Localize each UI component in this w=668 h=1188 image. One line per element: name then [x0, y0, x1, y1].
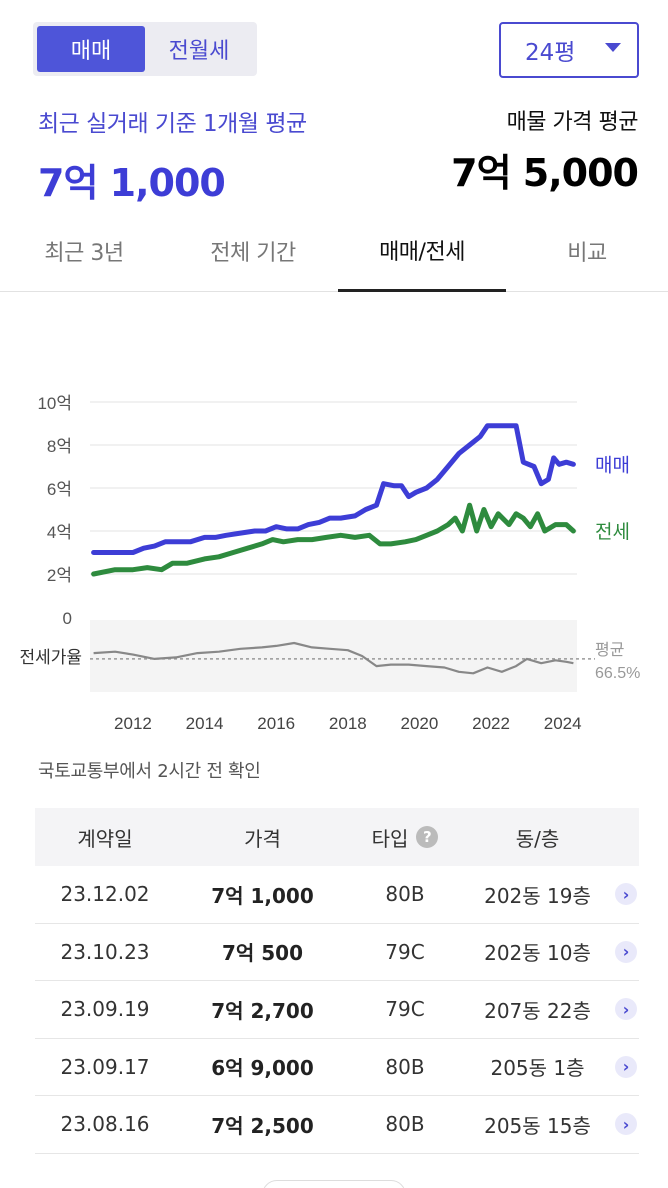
row-date: 23.09.19	[60, 997, 150, 1022]
sale-price-line	[91, 423, 576, 555]
ratio-band	[90, 620, 577, 692]
row-date: 23.10.23	[60, 939, 150, 964]
row-price: 7억 2,500	[211, 1113, 314, 1138]
row-type: 80B	[385, 1054, 425, 1079]
header-unit: 동/층	[515, 826, 560, 851]
recent-average-value: 7억 1,000	[38, 161, 226, 205]
help-icon[interactable]: ?	[416, 826, 439, 848]
tab-recent-3-years[interactable]: 최근 3년	[44, 241, 124, 266]
chevron-down-icon	[605, 43, 621, 52]
tab-sale-jeonse[interactable]: 매매/전세	[338, 210, 506, 292]
header-price: 가격	[244, 826, 281, 851]
row-price: 7억 1,000	[211, 883, 314, 908]
data-source-text: 국토교통부에서 2시간 전 확인	[38, 761, 261, 782]
row-price: 7억 500	[221, 941, 304, 966]
row-date: 23.08.16	[60, 1112, 150, 1137]
deal-type-toggle: 매매 전월세	[33, 22, 257, 76]
row-unit: 205동 15층	[484, 1113, 591, 1138]
row-type: 80B	[385, 1112, 425, 1137]
chevron-right-icon[interactable]: ›	[615, 940, 637, 963]
header-date: 계약일	[77, 826, 133, 851]
jeonse-price-line	[91, 502, 576, 577]
table-row[interactable]: 23.09.17 6억 9,000 80B 205동 1층 ›	[35, 1039, 639, 1096]
x-tick-label: 2014	[186, 714, 224, 733]
y-tick-label: 4억	[47, 523, 72, 542]
y-tick-label: 6억	[47, 480, 72, 499]
row-unit: 207동 22층	[484, 998, 591, 1023]
x-tick-label: 2016	[257, 714, 295, 733]
jeonse-ratio-line	[93, 641, 574, 675]
row-type: 79C	[385, 997, 425, 1022]
transactions-table: 계약일 가격 타입 ? 동/층 23.12.02 7억 1,000 80B 20…	[35, 808, 639, 1154]
size-select-value: 24평	[525, 40, 576, 66]
chevron-right-icon[interactable]: ›	[615, 1113, 637, 1136]
chevron-right-icon[interactable]: ›	[615, 1055, 637, 1078]
row-type: 79C	[385, 939, 425, 964]
more-button[interactable]	[262, 1180, 406, 1188]
row-date: 23.09.17	[60, 1054, 150, 1079]
x-tick-label: 2020	[401, 714, 439, 733]
sale-series-label: 매매	[595, 454, 630, 476]
listing-average-label: 매물 가격 평균	[506, 110, 639, 135]
row-unit: 205동 1층	[490, 1056, 585, 1081]
table-row[interactable]: 23.10.23 7억 500 79C 202동 10층 ›	[35, 924, 639, 981]
y-tick-label: 2억	[47, 566, 72, 585]
header-type-cell: 타입 ?	[350, 823, 460, 852]
row-price: 6억 9,000	[211, 1056, 314, 1081]
y-tick-label: 10억	[37, 394, 72, 413]
row-unit: 202동 10층	[484, 941, 591, 966]
table-header: 계약일 가격 타입 ? 동/층	[35, 808, 639, 866]
x-tick-label: 2012	[114, 714, 152, 733]
row-price: 7억 2,700	[211, 998, 314, 1023]
row-unit: 202동 19층	[484, 883, 591, 908]
header-type: 타입	[371, 826, 409, 851]
average-label: 평균	[595, 641, 624, 659]
row-date: 23.12.02	[60, 882, 150, 907]
average-value-label: 66.5%	[595, 665, 640, 682]
ratio-label: 전세가율	[19, 648, 82, 667]
table-row[interactable]: 23.08.16 7억 2,500 80B 205동 15층 ›	[35, 1096, 639, 1154]
chevron-right-icon[interactable]: ›	[615, 883, 637, 906]
deal-type-rent-option[interactable]: 전월세	[168, 39, 230, 64]
table-row[interactable]: 23.12.02 7억 1,000 80B 202동 19층 ›	[35, 866, 639, 924]
size-select[interactable]: 24평	[499, 22, 639, 78]
recent-average-label: 최근 실거래 기준 1개월 평균	[38, 111, 307, 137]
x-tick-label: 2024	[544, 714, 582, 733]
jeonse-series-label: 전세	[595, 521, 630, 543]
tab-compare[interactable]: 비교	[567, 241, 607, 266]
x-tick-label: 2022	[472, 714, 510, 733]
chevron-right-icon[interactable]: ›	[615, 998, 637, 1021]
tab-all-period[interactable]: 전체 기간	[210, 241, 296, 266]
row-type: 80B	[385, 882, 425, 907]
y-tick-label: 8억	[47, 437, 72, 456]
deal-type-sale-option[interactable]: 매매	[37, 26, 145, 72]
chart-tabs: 최근 3년 전체 기간 매매/전세 비교	[0, 210, 668, 292]
table-row[interactable]: 23.09.19 7억 2,700 79C 207동 22층 ›	[35, 981, 639, 1039]
y-tick-label: 0	[63, 609, 72, 628]
x-tick-label: 2018	[329, 714, 367, 733]
listing-average-value: 7억 5,000	[451, 151, 639, 195]
